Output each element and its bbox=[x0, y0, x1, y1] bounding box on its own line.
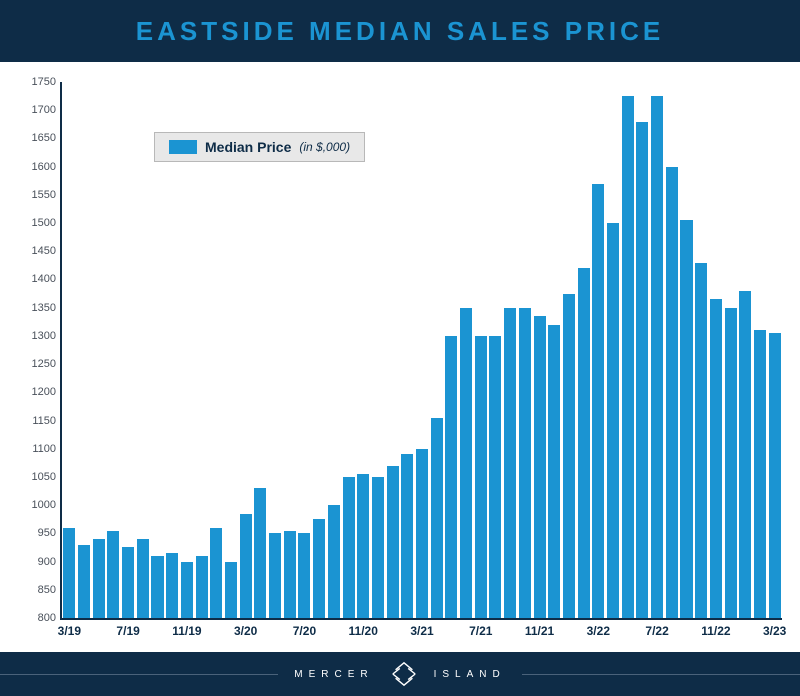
page-title: EASTSIDE MEDIAN SALES PRICE bbox=[136, 16, 664, 46]
legend-note: (in $,000) bbox=[299, 140, 350, 154]
bar bbox=[695, 263, 707, 618]
y-tick-label: 1600 bbox=[32, 161, 62, 173]
y-tick-label: 900 bbox=[38, 556, 62, 568]
x-tick-label: 3/22 bbox=[587, 618, 610, 638]
legend-swatch-icon bbox=[169, 140, 197, 154]
bar bbox=[548, 325, 560, 618]
x-tick-label: 3/21 bbox=[410, 618, 433, 638]
bar bbox=[475, 336, 487, 618]
chart-area: Median Price (in $,000) 8008509009501000… bbox=[0, 62, 800, 652]
bar bbox=[122, 547, 134, 618]
y-tick-label: 1750 bbox=[32, 76, 62, 88]
footer-band: MERCER ISLAND bbox=[0, 652, 800, 696]
bar bbox=[739, 291, 751, 618]
bar bbox=[151, 556, 163, 618]
bar bbox=[431, 418, 443, 618]
bar bbox=[254, 488, 266, 618]
bar bbox=[519, 308, 531, 618]
x-tick-label: 11/19 bbox=[172, 618, 201, 638]
x-tick-label: 7/20 bbox=[293, 618, 316, 638]
footer-rule-right bbox=[522, 674, 800, 675]
x-tick-label: 7/19 bbox=[116, 618, 139, 638]
bar bbox=[534, 316, 546, 618]
x-tick-label: 3/19 bbox=[58, 618, 81, 638]
y-tick-label: 1300 bbox=[32, 330, 62, 342]
bar bbox=[504, 308, 516, 618]
y-tick-label: 1500 bbox=[32, 217, 62, 229]
bar bbox=[240, 514, 252, 618]
bar bbox=[357, 474, 369, 618]
bar bbox=[489, 336, 501, 618]
y-tick-label: 1000 bbox=[32, 499, 62, 511]
bar bbox=[445, 336, 457, 618]
bar bbox=[725, 308, 737, 618]
y-tick-label: 1250 bbox=[32, 358, 62, 370]
bar bbox=[181, 562, 193, 618]
bar bbox=[607, 223, 619, 618]
bar bbox=[210, 528, 222, 618]
bar bbox=[401, 454, 413, 618]
bar bbox=[563, 294, 575, 618]
bar bbox=[166, 553, 178, 618]
bar bbox=[416, 449, 428, 618]
bar bbox=[592, 184, 604, 618]
bar bbox=[269, 533, 281, 618]
bar bbox=[769, 333, 781, 618]
bar bbox=[680, 220, 692, 618]
title-band: EASTSIDE MEDIAN SALES PRICE bbox=[0, 0, 800, 62]
bar bbox=[754, 330, 766, 618]
y-tick-label: 1050 bbox=[32, 471, 62, 483]
y-tick-label: 1650 bbox=[32, 132, 62, 144]
bar bbox=[651, 96, 663, 618]
bar bbox=[343, 477, 355, 618]
y-tick-label: 850 bbox=[38, 584, 62, 596]
legend-label: Median Price bbox=[205, 139, 291, 155]
bar bbox=[313, 519, 325, 618]
x-tick-label: 7/22 bbox=[645, 618, 668, 638]
bar-chart-plot: Median Price (in $,000) 8008509009501000… bbox=[60, 82, 782, 620]
y-tick-label: 1450 bbox=[32, 245, 62, 257]
x-tick-label: 7/21 bbox=[469, 618, 492, 638]
footer-text-right: ISLAND bbox=[434, 669, 506, 680]
y-tick-label: 1150 bbox=[32, 415, 62, 427]
bar bbox=[196, 556, 208, 618]
brand-logo-icon bbox=[390, 660, 418, 688]
bar bbox=[107, 531, 119, 618]
bar bbox=[328, 505, 340, 618]
bar bbox=[636, 122, 648, 619]
x-tick-label: 3/20 bbox=[234, 618, 257, 638]
y-tick-label: 950 bbox=[38, 527, 62, 539]
x-tick-label: 3/23 bbox=[763, 618, 786, 638]
x-tick-label: 11/21 bbox=[525, 618, 554, 638]
bar bbox=[63, 528, 75, 618]
bar bbox=[578, 268, 590, 618]
legend: Median Price (in $,000) bbox=[154, 132, 365, 162]
y-tick-label: 1200 bbox=[32, 386, 62, 398]
bar bbox=[666, 167, 678, 618]
bar bbox=[284, 531, 296, 618]
bar bbox=[93, 539, 105, 618]
y-tick-label: 1100 bbox=[32, 443, 62, 455]
bar bbox=[137, 539, 149, 618]
y-tick-label: 1400 bbox=[32, 273, 62, 285]
x-tick-label: 11/20 bbox=[349, 618, 378, 638]
bar bbox=[225, 562, 237, 618]
footer-rule-left bbox=[0, 674, 278, 675]
bar bbox=[460, 308, 472, 618]
y-tick-label: 1550 bbox=[32, 189, 62, 201]
bar bbox=[78, 545, 90, 618]
bar bbox=[710, 299, 722, 618]
y-tick-label: 1700 bbox=[32, 104, 62, 116]
bar bbox=[372, 477, 384, 618]
y-tick-label: 1350 bbox=[32, 302, 62, 314]
bar bbox=[298, 533, 310, 618]
bar bbox=[622, 96, 634, 618]
footer-text-left: MERCER bbox=[294, 669, 373, 680]
x-tick-label: 11/22 bbox=[701, 618, 730, 638]
bar bbox=[387, 466, 399, 618]
